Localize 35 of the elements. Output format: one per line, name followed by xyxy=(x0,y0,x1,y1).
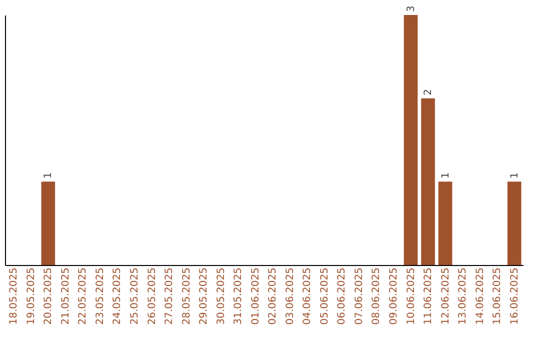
x-tick-label: 09.06.2025 xyxy=(388,268,400,325)
x-tick-label: 11.06.2025 xyxy=(423,268,434,325)
x-tick-label: 05.06.2025 xyxy=(319,268,330,325)
x-tick-label: 19.05.2025 xyxy=(26,268,37,325)
data-label: 3 xyxy=(406,6,417,12)
x-tick-label: 16.06.2025 xyxy=(509,268,520,325)
x-tick-label: 01.06.2025 xyxy=(250,268,262,325)
x-tick-label: 21.05.2025 xyxy=(60,268,72,325)
x-tick-label: 03.06.2025 xyxy=(284,268,296,325)
data-label: 1 xyxy=(43,172,54,179)
x-tick-label: 04.06.2025 xyxy=(302,268,314,325)
data-label: 1 xyxy=(440,172,452,179)
x-tick-label: 06.06.2025 xyxy=(336,268,348,325)
x-tick-label: 10.06.2025 xyxy=(406,268,417,325)
x-tick-label: 12.06.2025 xyxy=(440,268,452,325)
x-tick-label: 20.05.2025 xyxy=(43,268,54,325)
data-label: 2 xyxy=(423,88,434,96)
x-tick-label: 13.06.2025 xyxy=(458,268,469,325)
x-tick-label: 14.06.2025 xyxy=(474,268,486,325)
x-tick-label: 31.05.2025 xyxy=(233,268,244,325)
x-tick-label: 30.05.2025 xyxy=(216,268,227,325)
x-tick-label: 27.05.2025 xyxy=(164,268,176,325)
x-tick-label: 15.06.2025 xyxy=(492,268,504,325)
x-tick-label: 24.05.2025 xyxy=(112,268,124,325)
x-tick-label: 28.05.2025 xyxy=(181,268,192,325)
x-tick-label: 25.05.2025 xyxy=(130,268,140,325)
x-tick-label: 07.06.2025 xyxy=(354,268,365,325)
data-label: 1 xyxy=(509,172,520,179)
x-tick-label: 26.05.2025 xyxy=(146,268,158,325)
x-tick-label: 29.05.2025 xyxy=(198,268,210,325)
x-tick-label: 08.06.2025 xyxy=(371,268,382,325)
x-tick-label: 02.06.2025 xyxy=(268,268,279,325)
x-tick-label: 18.05.2025 xyxy=(8,268,20,325)
x-tick-label: 23.05.2025 xyxy=(94,268,106,325)
x-tick-label: 22.05.2025 xyxy=(78,268,89,325)
